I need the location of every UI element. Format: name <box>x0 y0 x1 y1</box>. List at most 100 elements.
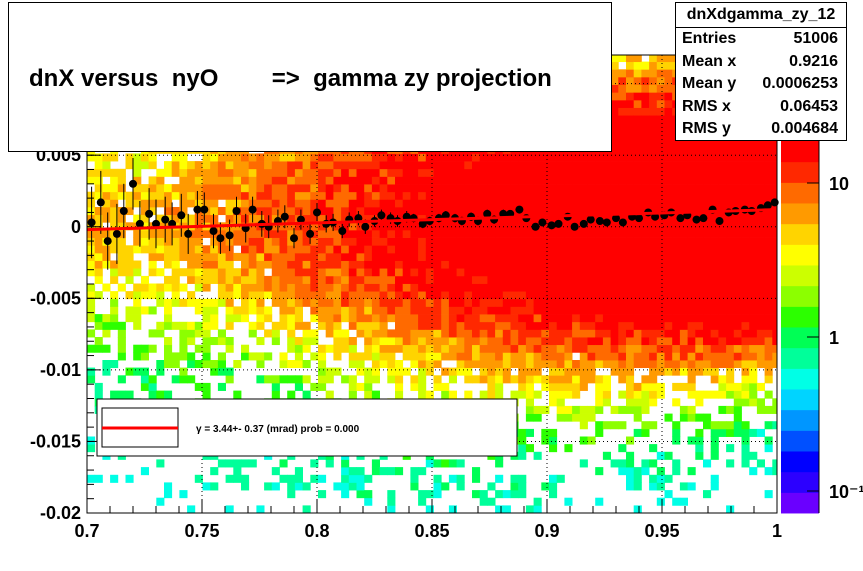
heatmap-cell <box>87 207 96 216</box>
heatmap-cell <box>233 268 242 277</box>
heatmap-cell <box>610 459 619 468</box>
heatmap-cell <box>341 298 350 307</box>
heatmap-cell <box>171 298 180 307</box>
profile-point <box>441 211 450 220</box>
heatmap-cell <box>256 153 265 162</box>
heatmap-cell <box>525 337 534 346</box>
heatmap-cell <box>410 153 419 162</box>
heatmap-cell <box>656 199 665 208</box>
heatmap-cell <box>302 360 311 369</box>
heatmap-cell <box>579 153 588 162</box>
heatmap-cell <box>533 275 542 284</box>
heatmap-cell <box>556 314 565 323</box>
heatmap-cell <box>102 214 111 223</box>
heatmap-cell <box>310 275 319 284</box>
heatmap-cell <box>310 237 319 246</box>
heatmap-cell <box>533 229 542 238</box>
heatmap-cell <box>626 145 635 154</box>
heatmap-cell <box>348 344 357 353</box>
heatmap-cell <box>225 459 234 468</box>
heatmap-cell <box>502 337 511 346</box>
heatmap-cell <box>549 321 558 330</box>
heatmap-cell <box>179 344 188 353</box>
heatmap-cell <box>618 298 627 307</box>
heatmap-cell <box>125 390 134 399</box>
heatmap-cell <box>587 191 596 200</box>
heatmap-cell <box>248 352 257 361</box>
heatmap-cell <box>418 306 427 315</box>
heatmap-cell <box>703 367 712 376</box>
palette-swatch <box>781 223 819 245</box>
heatmap-cell <box>718 405 727 414</box>
heatmap-cell <box>749 360 758 369</box>
heatmap-cell <box>525 321 534 330</box>
heatmap-cell <box>341 191 350 200</box>
heatmap-cell <box>525 199 534 208</box>
heatmap-cell <box>518 237 527 246</box>
heatmap-cell <box>479 199 488 208</box>
heatmap-cell <box>117 237 126 246</box>
heatmap-cell <box>687 467 696 476</box>
heatmap-cell <box>556 360 565 369</box>
heatmap-cell <box>325 168 334 177</box>
heatmap-cell <box>549 329 558 338</box>
heatmap-cell <box>687 199 696 208</box>
heatmap-cell <box>410 176 419 185</box>
heatmap-cell <box>726 245 735 254</box>
heatmap-cell <box>741 291 750 300</box>
heatmap-cell <box>641 138 650 147</box>
heatmap-cell <box>256 291 265 300</box>
heatmap-cell <box>587 199 596 208</box>
heatmap-cell <box>749 398 758 407</box>
palette-tick-label: 10⁻¹ <box>829 482 863 502</box>
heatmap-cell <box>348 153 357 162</box>
heatmap-cell <box>610 405 619 414</box>
heatmap-cell <box>179 229 188 238</box>
heatmap-cell <box>756 168 765 177</box>
heatmap-cell <box>556 390 565 399</box>
heatmap-cell <box>472 490 481 499</box>
heatmap-cell <box>741 168 750 177</box>
heatmap-cell <box>202 352 211 361</box>
heatmap-cell <box>525 444 534 453</box>
profile-point <box>209 227 218 236</box>
heatmap-cell <box>664 99 673 108</box>
heatmap-cell <box>356 352 365 361</box>
heatmap-cell <box>564 245 573 254</box>
heatmap-cell <box>656 145 665 154</box>
heatmap-cell <box>472 199 481 208</box>
stats-label: Mean x <box>682 52 737 70</box>
heatmap-cell <box>456 474 465 483</box>
heatmap-cell <box>410 321 419 330</box>
heatmap-cell <box>164 490 173 499</box>
heatmap-cell <box>179 176 188 185</box>
heatmap-cell <box>110 275 119 284</box>
heatmap-cell <box>233 237 242 246</box>
heatmap-cell <box>656 184 665 193</box>
heatmap-cell <box>202 184 211 193</box>
heatmap-cell <box>502 260 511 269</box>
heatmap-cell <box>549 252 558 261</box>
heatmap-cell <box>741 459 750 468</box>
heatmap-cell <box>525 229 534 238</box>
heatmap-cell <box>672 260 681 269</box>
heatmap-cell <box>587 367 596 376</box>
heatmap-cell <box>464 207 473 216</box>
heatmap-cell <box>371 375 380 384</box>
heatmap-cell <box>256 298 265 307</box>
heatmap-cell <box>749 337 758 346</box>
heatmap-cell <box>148 153 157 162</box>
heatmap-cell <box>117 344 126 353</box>
heatmap-cell <box>549 490 558 499</box>
heatmap-cell <box>179 252 188 261</box>
heatmap-cell <box>433 191 442 200</box>
heatmap-cell <box>125 199 134 208</box>
heatmap-cell <box>626 405 635 414</box>
heatmap-cell <box>610 153 619 162</box>
heatmap-cell <box>148 237 157 246</box>
heatmap-cell <box>595 398 604 407</box>
heatmap-cell <box>595 153 604 162</box>
heatmap-cell <box>102 199 111 208</box>
heatmap-cell <box>133 260 142 269</box>
heatmap-cell <box>541 275 550 284</box>
